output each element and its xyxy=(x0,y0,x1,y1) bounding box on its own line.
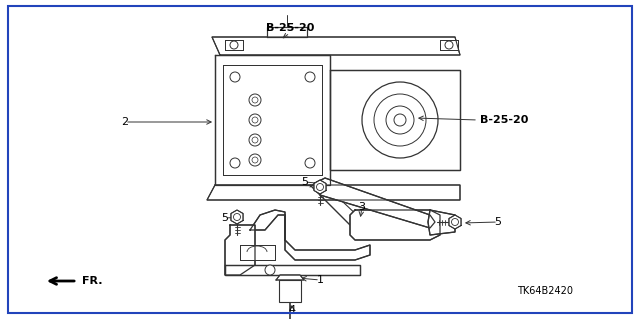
Polygon shape xyxy=(350,210,440,240)
Text: 5: 5 xyxy=(221,213,228,223)
Circle shape xyxy=(249,94,261,106)
Text: 1: 1 xyxy=(317,275,323,285)
Polygon shape xyxy=(223,65,322,175)
Circle shape xyxy=(305,158,315,168)
Circle shape xyxy=(252,117,258,123)
Bar xyxy=(279,280,301,302)
Circle shape xyxy=(362,82,438,158)
Polygon shape xyxy=(225,225,255,275)
Polygon shape xyxy=(315,178,435,228)
Polygon shape xyxy=(449,215,461,229)
Circle shape xyxy=(252,137,258,143)
Polygon shape xyxy=(276,275,304,280)
Circle shape xyxy=(252,97,258,103)
Polygon shape xyxy=(225,265,360,275)
Text: FR.: FR. xyxy=(82,276,102,286)
Polygon shape xyxy=(215,55,330,185)
Text: B-25-20: B-25-20 xyxy=(480,115,529,125)
Circle shape xyxy=(249,134,261,146)
Text: 5: 5 xyxy=(301,177,308,187)
Circle shape xyxy=(394,114,406,126)
Polygon shape xyxy=(267,27,307,37)
Text: TK64B2420: TK64B2420 xyxy=(517,286,573,296)
Circle shape xyxy=(451,219,458,226)
Circle shape xyxy=(374,94,426,146)
Circle shape xyxy=(249,154,261,166)
Text: 2: 2 xyxy=(122,117,129,127)
Polygon shape xyxy=(314,180,326,194)
Polygon shape xyxy=(225,40,243,50)
Circle shape xyxy=(230,72,240,82)
Polygon shape xyxy=(231,210,243,224)
Circle shape xyxy=(445,41,453,49)
Polygon shape xyxy=(240,245,275,260)
Text: B-25-20: B-25-20 xyxy=(266,23,314,33)
Circle shape xyxy=(252,157,258,163)
Circle shape xyxy=(234,213,241,220)
Circle shape xyxy=(305,72,315,82)
Polygon shape xyxy=(207,185,460,200)
Circle shape xyxy=(249,114,261,126)
Polygon shape xyxy=(250,210,370,260)
Polygon shape xyxy=(428,210,455,235)
Circle shape xyxy=(230,41,238,49)
Circle shape xyxy=(317,183,323,190)
Circle shape xyxy=(265,265,275,275)
Circle shape xyxy=(230,158,240,168)
Polygon shape xyxy=(330,70,460,170)
Text: 5: 5 xyxy=(495,217,502,227)
Polygon shape xyxy=(212,37,460,55)
Text: 3: 3 xyxy=(358,202,365,212)
Polygon shape xyxy=(440,40,458,50)
Text: 4: 4 xyxy=(289,305,296,315)
Circle shape xyxy=(386,106,414,134)
